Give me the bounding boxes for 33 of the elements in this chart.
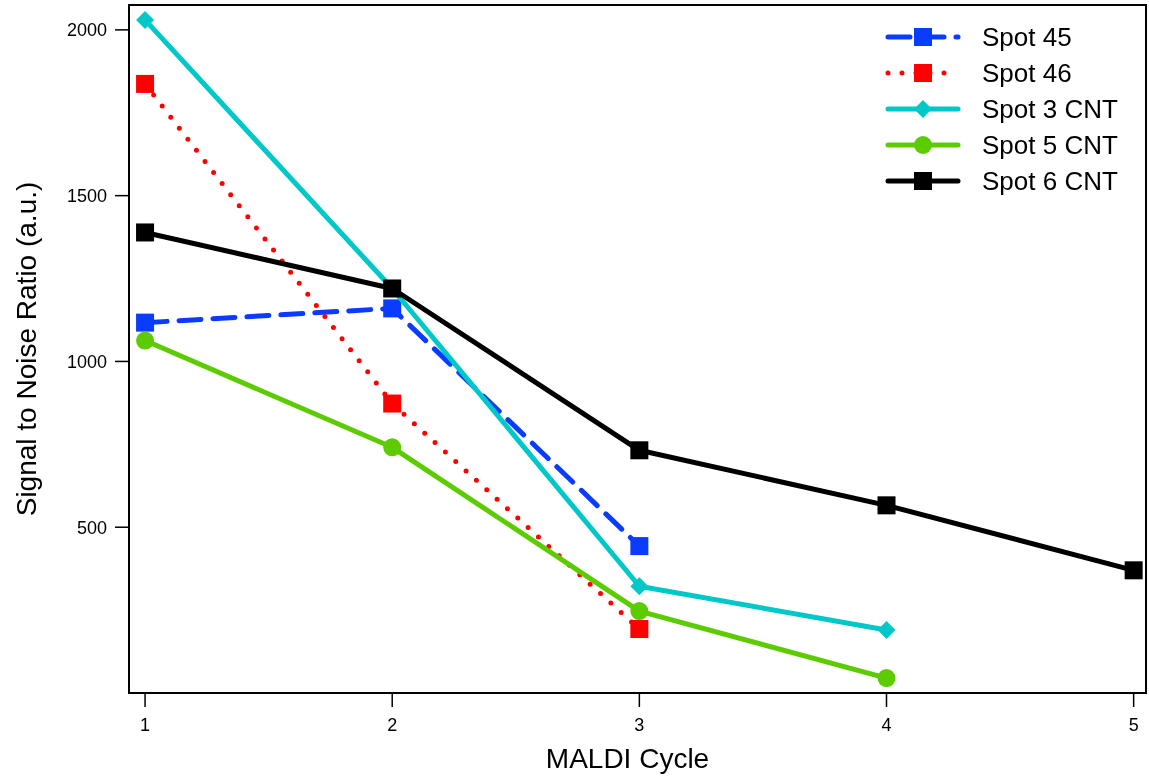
point — [136, 223, 155, 242]
point — [630, 441, 649, 460]
point — [630, 537, 649, 556]
point — [877, 496, 896, 515]
x-tick-label: 2 — [387, 715, 398, 735]
x-tick-label: 4 — [881, 715, 892, 735]
y-axis-title: Signal to Noise Ratio (a.u.) — [11, 181, 42, 517]
point — [877, 621, 896, 639]
y-tick-label: 1500 — [66, 185, 107, 206]
point — [136, 10, 155, 29]
legend-label: Spot 3 CNT — [982, 94, 1118, 125]
point — [136, 313, 155, 332]
y-tick-label: 500 — [76, 517, 107, 538]
y-tick-label: 1000 — [66, 351, 107, 372]
point — [630, 602, 649, 621]
point — [630, 577, 649, 596]
x-tick-label: 5 — [1128, 715, 1139, 735]
point — [136, 331, 155, 350]
x-axis-title: MALDI Cycle — [545, 743, 710, 774]
point — [877, 669, 896, 688]
x-tick-label: 3 — [634, 715, 645, 735]
x-tick-label: 1 — [140, 715, 151, 735]
point — [136, 74, 155, 93]
legend-label: Spot 46 — [982, 58, 1072, 89]
y-tick-label: 2000 — [66, 20, 107, 41]
legend-label: Spot 5 CNT — [982, 130, 1118, 161]
legend-label: Spot 6 CNT — [982, 166, 1118, 197]
point — [1124, 561, 1143, 580]
point — [630, 620, 649, 639]
legend-label: Spot 45 — [982, 22, 1072, 53]
point — [383, 299, 402, 318]
point — [383, 394, 402, 413]
point — [383, 438, 402, 457]
